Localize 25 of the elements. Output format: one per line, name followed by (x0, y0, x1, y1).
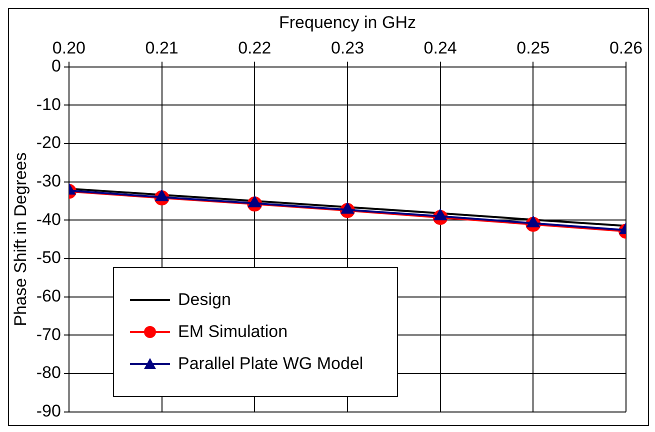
legend-label: Design (178, 290, 231, 310)
y-tick-label: -10 (36, 94, 61, 114)
y-tick-label: -80 (36, 363, 61, 382)
y-tick-label: -70 (36, 324, 61, 344)
legend-label: EM Simulation (178, 322, 288, 342)
legend-label: Parallel Plate WG Model (178, 354, 364, 374)
point (340, 202, 354, 214)
point (248, 196, 262, 208)
x-tick-label: 0.23 (330, 38, 364, 58)
y-tick-label: -50 (36, 248, 61, 268)
y-tick-label: -20 (36, 133, 61, 152)
x-tick-label: 0.21 (145, 38, 178, 58)
point (434, 208, 447, 220)
y-tick-label: -90 (36, 401, 61, 420)
x-tick-label: 0.26 (609, 38, 643, 58)
y-axis-title: Phase Shift in Degrees (10, 152, 30, 326)
x-tick-label: 0.22 (238, 38, 272, 58)
x-tick-label: 0.20 (52, 38, 86, 58)
x-tick-label: 0.25 (516, 38, 550, 58)
y-tick-label: -30 (36, 171, 61, 190)
x-tick-label: 0.24 (424, 38, 457, 58)
y-tick-label: -60 (36, 286, 61, 306)
y-tick-label: -40 (36, 210, 61, 229)
y-tick-label: 0 (52, 56, 61, 76)
x-axis-title: Frequency in GHz (278, 12, 416, 32)
